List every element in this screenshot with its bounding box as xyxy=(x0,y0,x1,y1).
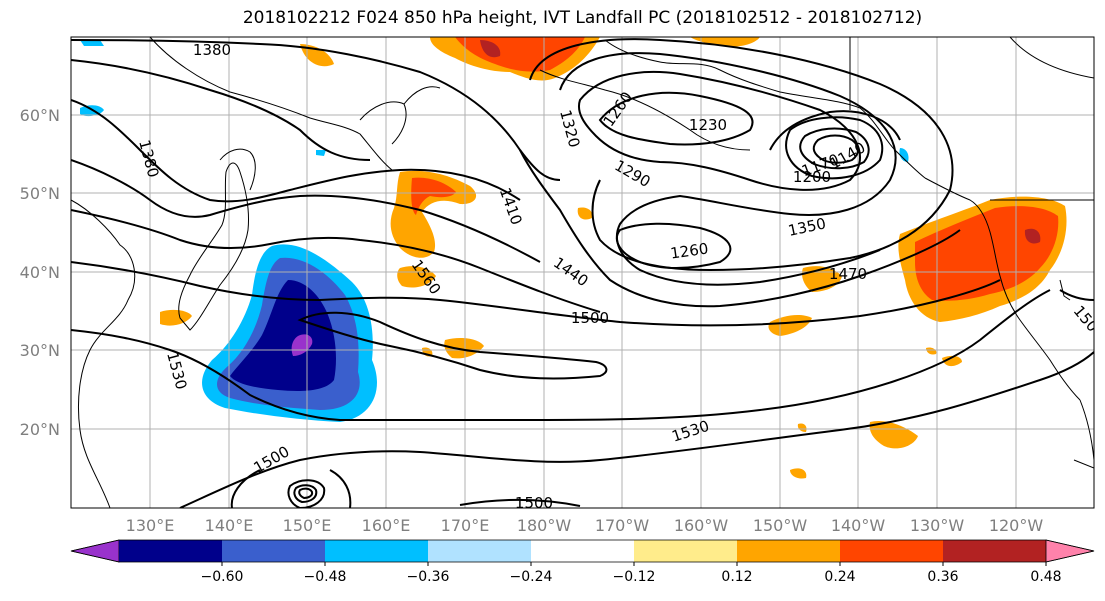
colorbar-segment xyxy=(840,540,944,562)
contour-label: 1260 xyxy=(669,239,709,262)
colorbar-segment xyxy=(222,540,326,562)
colorbar: −0.60 −0.48 −0.36 −0.24 −0.12 0.12 0.24 0.36 0.4… xyxy=(70,539,1095,585)
lon-label: 180°W xyxy=(517,516,572,535)
height-contours xyxy=(71,38,1094,508)
map-frame xyxy=(70,36,1095,509)
colorbar-tick-label: 0.24 xyxy=(824,569,855,585)
latitude-labels: 60°N 50°N 40°N 30°N 20°N xyxy=(20,106,60,439)
negative-anomaly-region xyxy=(80,40,909,422)
colorbar-segments xyxy=(70,539,1095,563)
colorbar-tick-label: 0.36 xyxy=(927,569,958,585)
lat-label: 40°N xyxy=(20,263,60,282)
longitude-labels: 130°E 140°E 150°E 160°E 170°E 180°W 170°… xyxy=(126,516,1044,535)
lon-label: 150°E xyxy=(283,516,332,535)
colorbar-tick-label: 0.48 xyxy=(1030,569,1061,585)
contour-label: 1200 xyxy=(793,168,831,186)
lat-label: 50°N xyxy=(20,184,60,203)
colorbar-segment xyxy=(634,540,738,562)
colorbar-tick-label: 0.12 xyxy=(721,569,752,585)
lon-label: 130°W xyxy=(910,516,965,535)
contour-label: 1230 xyxy=(689,116,727,134)
lon-label: 120°W xyxy=(989,516,1044,535)
contour-label: 1500 xyxy=(571,309,609,327)
lon-label: 130°E xyxy=(126,516,175,535)
lat-label: 20°N xyxy=(20,420,60,439)
lon-label: 140°W xyxy=(831,516,886,535)
lat-label: 30°N xyxy=(20,341,60,360)
lon-label: 160°E xyxy=(362,516,411,535)
colorbar-outline xyxy=(70,539,1095,563)
lon-label: 160°W xyxy=(674,516,729,535)
colorbar-segment xyxy=(943,540,1047,562)
lon-label: 170°W xyxy=(595,516,650,535)
colorbar-segment xyxy=(428,540,532,562)
colorbar-segment xyxy=(325,540,429,562)
colorbar-segment xyxy=(737,540,841,562)
colorbar-tick-label: −0.36 xyxy=(407,569,450,585)
contour-label: 1500 xyxy=(515,494,553,512)
colorbar-tick-label: −0.24 xyxy=(510,569,553,585)
lon-label: 140°E xyxy=(205,516,254,535)
colorbar-tick-label: −0.48 xyxy=(304,569,347,585)
colorbar-extend-low xyxy=(70,539,120,563)
lon-label: 150°W xyxy=(753,516,808,535)
lon-label: 170°E xyxy=(441,516,490,535)
colorbar-segment xyxy=(531,540,635,562)
colorbar-extend-high xyxy=(1045,539,1095,563)
colorbar-tick-label: −0.60 xyxy=(201,569,244,585)
coastlines xyxy=(71,37,1094,508)
lat-label: 60°N xyxy=(20,106,60,125)
contour-label: 1380 xyxy=(193,41,231,59)
map-title: 2018102212 F024 850 hPa height, IVT Land… xyxy=(242,8,923,28)
colorbar-tick-label: −0.12 xyxy=(613,569,656,585)
graticule xyxy=(71,37,1094,508)
contour-label: 1470 xyxy=(829,265,867,283)
colorbar-segment xyxy=(119,540,223,562)
positive-anomaly-regions xyxy=(160,37,1067,479)
colorbar-ticks: −0.60 −0.48 −0.36 −0.24 −0.12 0.12 0.24 0.36 0.4… xyxy=(201,562,1062,585)
